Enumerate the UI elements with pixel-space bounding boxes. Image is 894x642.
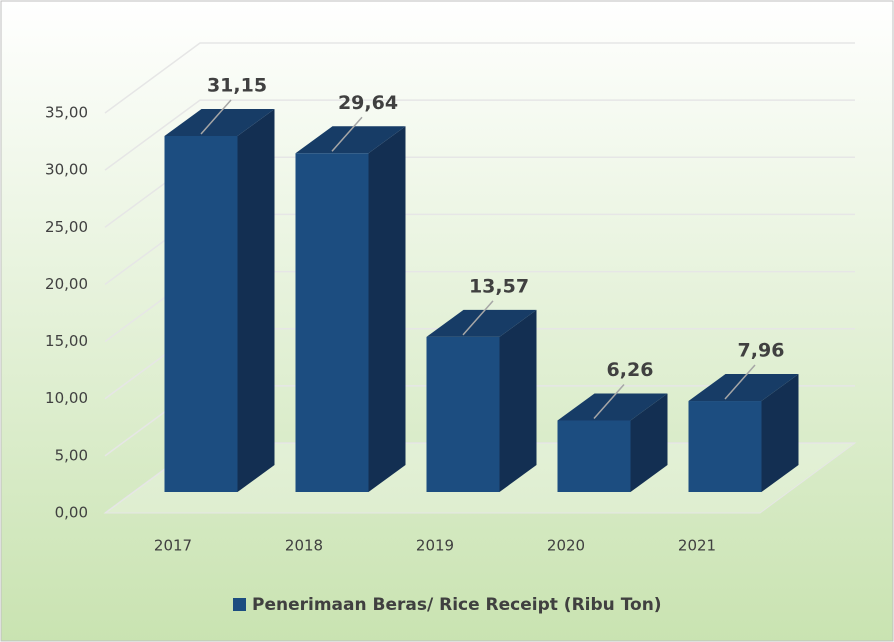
grid-line <box>104 99 855 171</box>
y-tick-label: 5,00 <box>55 446 88 464</box>
y-tick-label: 0,00 <box>55 504 88 522</box>
bar <box>164 136 238 492</box>
bar-side <box>368 126 406 492</box>
bar <box>557 420 631 492</box>
bar-top <box>426 309 537 337</box>
data-label: 6,26 <box>607 359 654 381</box>
bar-top <box>688 374 799 402</box>
bar-side <box>237 109 275 492</box>
y-tick-label: 35,00 <box>45 104 88 122</box>
data-label: 13,57 <box>469 275 529 297</box>
bar-top <box>295 126 406 154</box>
grid-line <box>104 42 855 114</box>
leader-line <box>593 383 625 419</box>
bar-top <box>557 393 668 421</box>
y-tick-label: 30,00 <box>45 161 88 179</box>
leader-line <box>724 364 756 400</box>
bar-side <box>499 309 537 492</box>
leader-line <box>331 116 363 152</box>
bar <box>426 336 500 492</box>
x-tick-label: 2021 <box>678 537 716 555</box>
data-label: 29,64 <box>338 92 398 114</box>
y-tick-label: 10,00 <box>45 389 88 407</box>
bar-side <box>630 393 668 492</box>
bar-side <box>761 374 799 492</box>
bar-top <box>164 109 275 136</box>
y-tick-label: 20,00 <box>45 275 88 293</box>
legend-swatch <box>233 598 246 611</box>
x-tick-label: 2017 <box>154 537 192 555</box>
data-label: 31,15 <box>207 75 267 97</box>
legend-label: Penerimaan Beras/ Rice Receipt (Ribu Ton… <box>252 595 662 615</box>
bar <box>688 401 762 492</box>
bar <box>295 153 369 492</box>
leader-line <box>200 99 232 135</box>
x-tick-label: 2019 <box>416 537 454 555</box>
data-label: 7,96 <box>738 340 785 362</box>
y-tick-label: 25,00 <box>45 218 88 236</box>
x-tick-label: 2018 <box>285 537 323 555</box>
x-tick-label: 2020 <box>547 537 585 555</box>
leader-line <box>462 300 494 336</box>
y-tick-label: 15,00 <box>45 332 88 350</box>
